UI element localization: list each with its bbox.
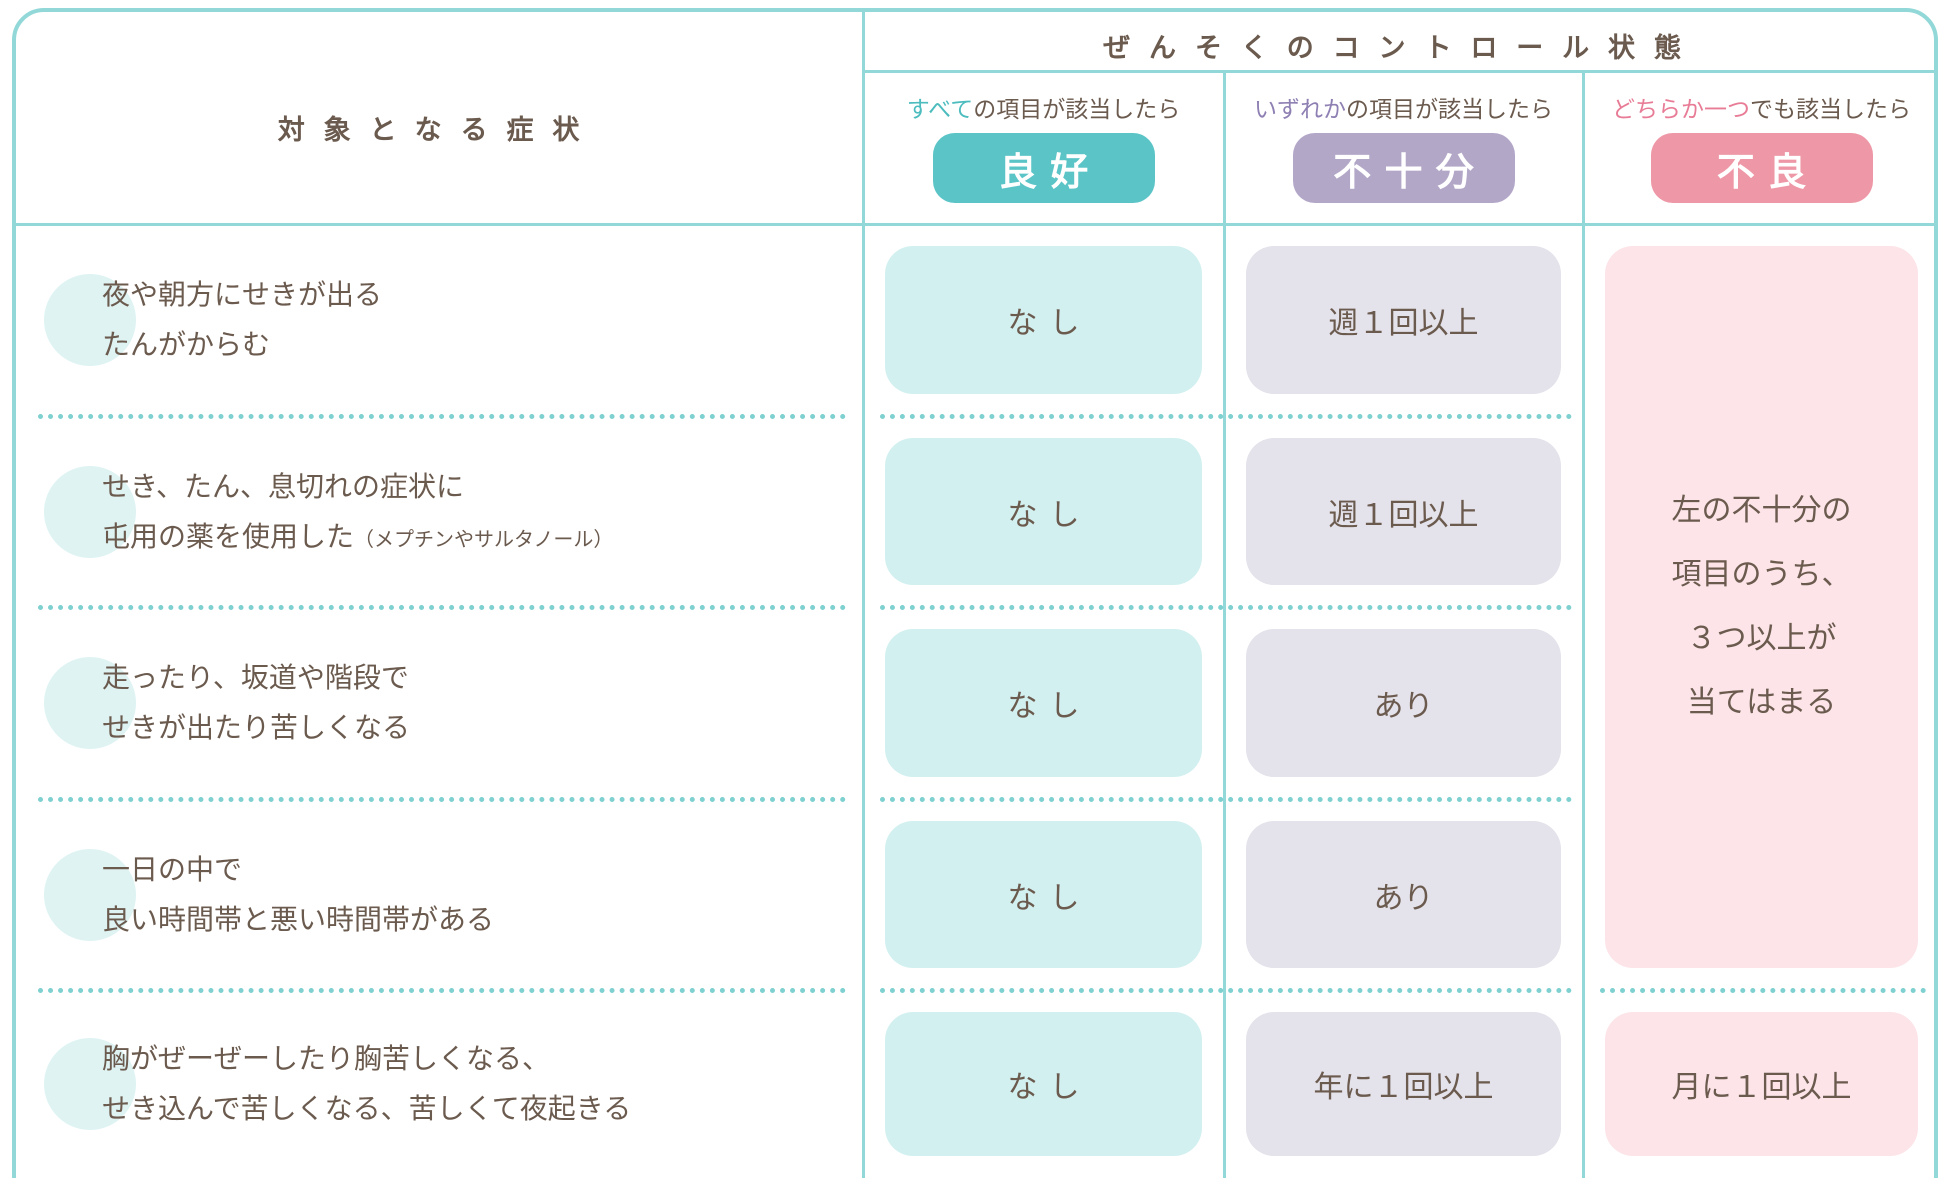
symptom-bullet (44, 848, 136, 941)
symptom-line: 屯用の薬を使用した（メプチンやサルタノール） (102, 519, 614, 553)
symptom-line: せき込んで苦しくなる、苦しくて夜起きる (102, 1092, 632, 1125)
symptom-line: 一日の中で (102, 852, 243, 886)
symptom-line: せき、たん、息切れの症状に (102, 469, 465, 503)
condition-key: いずれか (1254, 97, 1346, 123)
condition-rest: でも該当したら (1750, 97, 1911, 123)
cell-text: なし (1007, 497, 1092, 533)
symptom-text: 夜や朝方にせきが出る たんがからむ (102, 270, 382, 370)
symptom-line: 胸がぜーぜーしたり胸苦しくなる、 (102, 1042, 551, 1075)
condition-rest: の項目が該当したら (1346, 97, 1553, 123)
status-badge: 不良 (1650, 133, 1873, 203)
insufficient-cell: あり (1246, 821, 1561, 968)
row-divider (880, 797, 1572, 802)
good-cell: なし (885, 629, 1202, 777)
condition: いずれかの項目が該当したら (1224, 90, 1583, 124)
insufficient-cell: 週１回以上 (1246, 438, 1561, 585)
poor-merged-line: 項目のうち、 (1671, 557, 1852, 592)
row-divider (880, 988, 1572, 993)
insufficient-cell: 週１回以上 (1246, 246, 1561, 394)
good-cell: なし (885, 438, 1202, 585)
insufficient-cell: あり (1246, 629, 1561, 777)
cell-text: なし (1007, 306, 1092, 341)
row-divider (38, 605, 846, 610)
column-divider (1223, 71, 1226, 1178)
poor-merged-line: ３つ以上が (1686, 621, 1837, 656)
good-cell: なし (885, 821, 1202, 968)
poor-merged-line: 左の不十分の (1671, 493, 1852, 528)
cell-text: なし (1007, 689, 1092, 724)
condition-rest: の項目が該当したら (973, 97, 1181, 123)
row-divider (880, 605, 1572, 610)
symptom-bullet (44, 465, 136, 558)
poor-merged-line: 当てはまる (1686, 685, 1837, 720)
poor-merged-cell: 左の不十分の 項目のうち、 ３つ以上が当てはまる (1605, 246, 1918, 968)
symptom-text: 一日の中で良い時間帯と悪い時間帯がある (102, 845, 494, 945)
symptom-text: 胸がぜーぜーしたり胸苦しくなる、せき込んで苦しくなる、苦しくて夜起きる (102, 1034, 631, 1134)
status-badge: 良好 (932, 133, 1155, 203)
symptom-bullet (44, 657, 136, 749)
column-divider (862, 10, 865, 1178)
insufficient-cell: 年に１回以上 (1246, 1012, 1561, 1156)
symptom-line: 夜や朝方にせきが出る (102, 278, 383, 311)
good-cell: なし (885, 1012, 1202, 1156)
symptom-text: 走ったり、坂道や階段で せきが出たり苦しくなる (102, 653, 410, 753)
symptom-note: （メプチンやサルタノール） (354, 526, 614, 551)
symptoms-header: 対象となる症状 (277, 115, 599, 146)
row-divider (38, 797, 846, 802)
cell-text: なし (1007, 880, 1092, 916)
condition-key: すべて (906, 97, 974, 123)
symptom-line: せきが出たり苦しくなる (102, 711, 411, 744)
condition: すべての項目が該当したら (863, 90, 1224, 124)
row-divider (880, 414, 1572, 419)
poor-cell: 月に１回以上 (1605, 1012, 1918, 1156)
symptom-line: 走ったり、坂道や階段で (102, 661, 409, 694)
row-divider (1600, 988, 1926, 993)
status-badge: 不十分 (1292, 133, 1515, 203)
row-divider (38, 414, 846, 419)
row-divider (38, 988, 846, 993)
symptom-bullet (44, 1038, 136, 1130)
table-frame (12, 8, 1938, 1178)
condition-key: どちらか一つ (1612, 97, 1750, 123)
header-divider (14, 223, 1938, 226)
good-cell: なし (885, 246, 1202, 394)
symptom-line: たんがからむ (102, 328, 271, 361)
symptom-text: せき、たん、息切れの症状に屯用の薬を使用した（メプチンやサルタノール） (102, 462, 613, 564)
symptom-line: 良い時間帯と悪い時間帯がある (102, 902, 495, 936)
cell-text: なし (1007, 1070, 1092, 1105)
header-divider (863, 70, 1938, 73)
column-divider (1582, 71, 1585, 1178)
condition: どちらか一つでも該当したら (1583, 90, 1940, 124)
control-header: ぜんそくのコントロール状態 (1103, 33, 1700, 64)
symptom-bullet (44, 274, 136, 366)
